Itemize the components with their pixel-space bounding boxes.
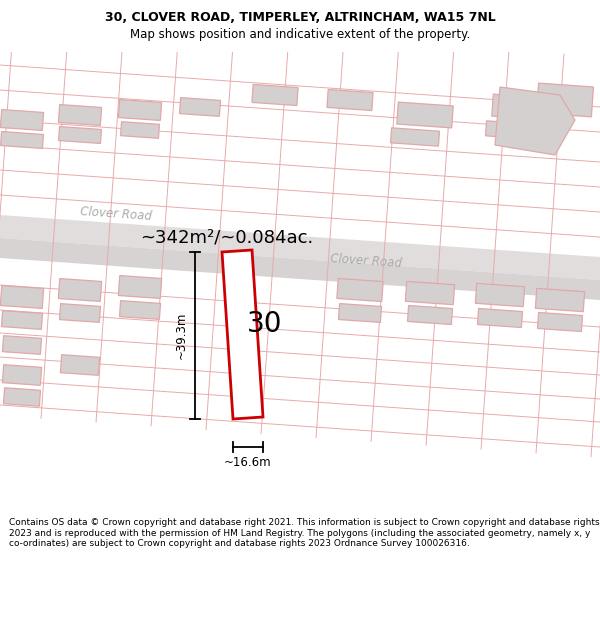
Polygon shape [492, 94, 548, 120]
Polygon shape [121, 122, 160, 138]
Polygon shape [58, 279, 101, 301]
Polygon shape [0, 215, 600, 280]
Polygon shape [61, 355, 100, 375]
Polygon shape [495, 87, 575, 155]
Polygon shape [475, 283, 524, 307]
Polygon shape [4, 388, 41, 406]
Polygon shape [327, 89, 373, 111]
Polygon shape [59, 304, 101, 322]
Polygon shape [118, 99, 161, 121]
Text: 30, CLOVER ROAD, TIMPERLEY, ALTRINCHAM, WA15 7NL: 30, CLOVER ROAD, TIMPERLEY, ALTRINCHAM, … [104, 11, 496, 24]
Polygon shape [406, 281, 455, 304]
Text: Contains OS data © Crown copyright and database right 2021. This information is : Contains OS data © Crown copyright and d… [9, 518, 599, 548]
Polygon shape [179, 98, 221, 116]
Polygon shape [118, 276, 161, 299]
Polygon shape [536, 83, 593, 117]
Polygon shape [1, 311, 43, 329]
Polygon shape [252, 84, 298, 106]
Polygon shape [1, 109, 44, 131]
Polygon shape [222, 250, 263, 419]
Text: 30: 30 [247, 311, 282, 339]
Text: ~342m²/~0.084ac.: ~342m²/~0.084ac. [140, 229, 313, 247]
Polygon shape [59, 126, 101, 144]
Polygon shape [478, 309, 523, 328]
Polygon shape [337, 279, 383, 301]
Polygon shape [397, 102, 453, 128]
Polygon shape [391, 128, 439, 146]
Polygon shape [2, 336, 41, 354]
Polygon shape [535, 288, 584, 312]
Polygon shape [1, 131, 43, 149]
Polygon shape [485, 121, 535, 139]
Polygon shape [119, 301, 161, 319]
Text: Map shows position and indicative extent of the property.: Map shows position and indicative extent… [130, 28, 470, 41]
Polygon shape [538, 312, 583, 331]
Text: Clover Road: Clover Road [80, 205, 152, 223]
Polygon shape [338, 304, 382, 322]
Polygon shape [2, 365, 41, 385]
Polygon shape [0, 238, 600, 300]
Text: ~39.3m: ~39.3m [175, 312, 187, 359]
Polygon shape [58, 104, 101, 126]
Polygon shape [407, 306, 452, 324]
Polygon shape [1, 286, 44, 309]
Text: Clover Road: Clover Road [330, 252, 403, 270]
Text: ~16.6m: ~16.6m [224, 456, 272, 469]
